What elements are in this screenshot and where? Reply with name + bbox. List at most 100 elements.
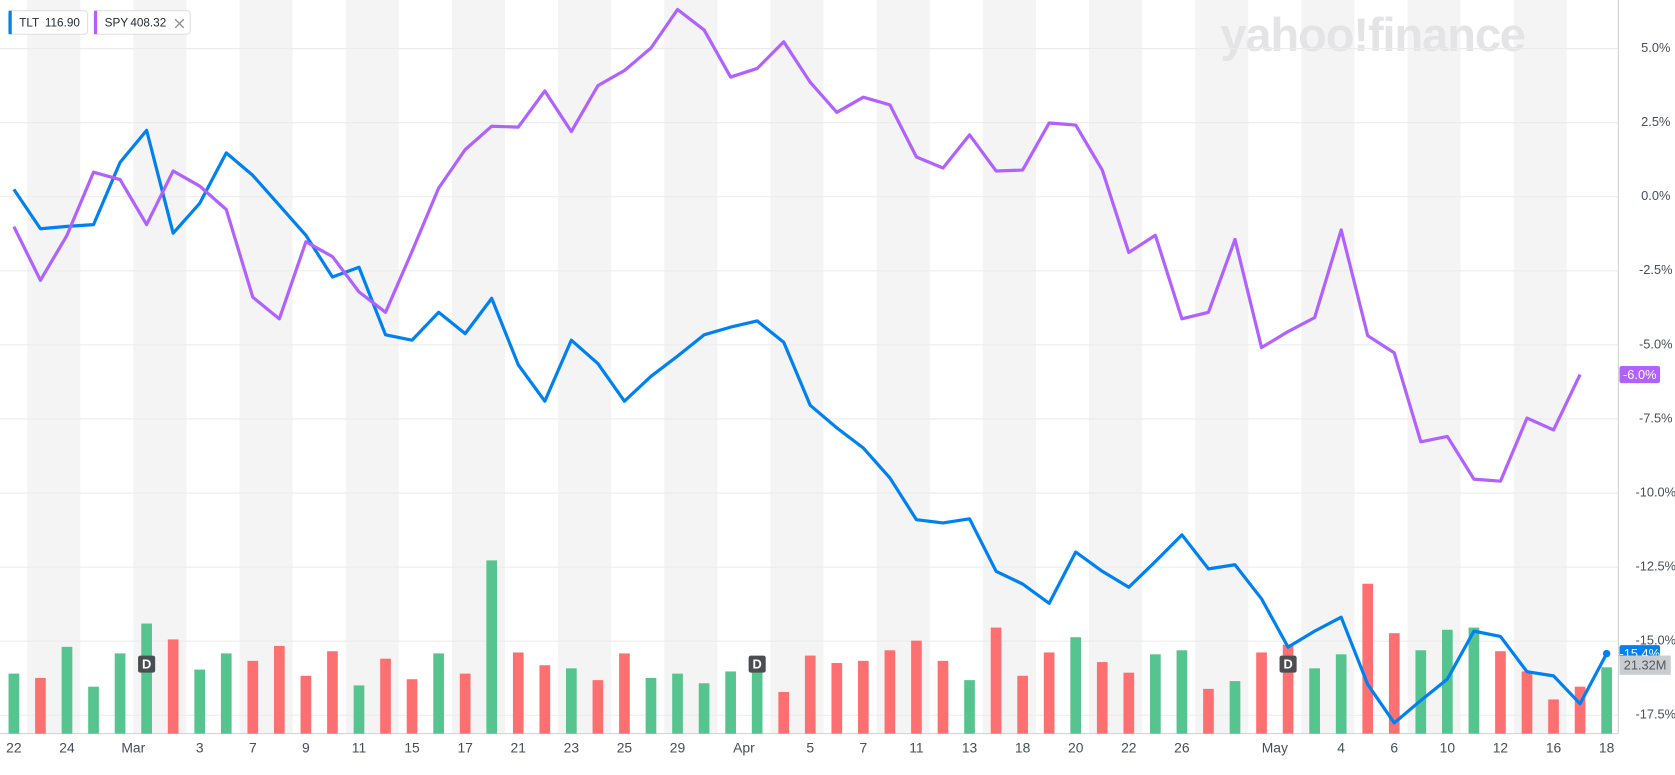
stripe (876, 0, 930, 734)
last-point (1602, 649, 1611, 658)
volume-bar (194, 669, 206, 734)
legend-name: TLT (19, 17, 39, 30)
volume-bar (220, 653, 232, 734)
volume-bar (274, 645, 285, 734)
legend-close[interactable] (174, 18, 185, 29)
volume-bar (141, 623, 152, 734)
stripe (239, 0, 293, 734)
legend-swatch (94, 10, 98, 35)
x-tick-label: 16 (1546, 739, 1562, 755)
volume-bar (1601, 667, 1612, 734)
volume-bar (751, 663, 763, 734)
volume-bar (327, 651, 338, 734)
volume-bar (88, 686, 99, 734)
volume-bar (990, 627, 1002, 734)
stripe (1513, 0, 1567, 734)
event-label: D (753, 657, 762, 672)
volume-bar (61, 646, 73, 734)
y-tick-label: -15.0% (1635, 633, 1675, 648)
x-tick-label: 18 (1599, 739, 1615, 755)
watermark: yahoo!finance (1220, 8, 1525, 61)
event-label: D (142, 657, 151, 672)
x-tick-label: 29 (670, 739, 686, 755)
x-tick-label: 22 (6, 739, 22, 755)
y-tick-label: -2.5% (1639, 262, 1672, 277)
volume-bar (486, 560, 498, 734)
stripe (345, 0, 399, 734)
x-tick-label: 17 (457, 739, 473, 755)
volume-bar (884, 650, 896, 734)
volume-bar (1415, 650, 1427, 734)
y-tick-label: -12.5% (1635, 559, 1675, 574)
value-label: -6.0% (1623, 367, 1656, 382)
legend-swatch (8, 10, 12, 35)
volume-bar (1150, 654, 1161, 734)
volume-bar (247, 660, 259, 734)
event-label: D (1283, 657, 1292, 672)
volume-bar (300, 675, 312, 734)
volume-bar (1282, 644, 1294, 734)
volume-bar (167, 639, 179, 734)
x-tick-label: 23 (564, 739, 580, 755)
volume-bar (1070, 637, 1082, 734)
line (12, 7, 1582, 483)
value-label-box (1619, 365, 1661, 384)
legend-price: 116.90 (45, 17, 81, 30)
volume-bar (539, 665, 551, 734)
x-tick-label: 9 (302, 739, 310, 755)
legend-price: 408.32 (130, 17, 166, 30)
x-tick-label: 11 (352, 739, 367, 755)
y-tick-label: -5.0% (1639, 336, 1672, 351)
volume-bar (406, 679, 418, 734)
volume-bar (1176, 650, 1188, 734)
volume-bar (1017, 675, 1028, 734)
volume-bar (964, 680, 975, 734)
x-tick-label: 3 (196, 739, 204, 755)
x-tick-label: 4 (1337, 739, 1345, 755)
volume-bar (937, 660, 949, 734)
x-tick-label: 10 (1440, 739, 1456, 755)
volume-bar (698, 683, 710, 734)
volume-bar (1309, 668, 1320, 734)
stripe (1088, 0, 1143, 734)
volume-bar (1521, 671, 1533, 734)
background (27, 0, 1567, 734)
event-marker (138, 655, 156, 673)
volume-bar (804, 655, 816, 734)
volume-bar (672, 673, 683, 734)
volume-bar (1495, 651, 1506, 734)
volume-label: 21.32M (1624, 658, 1667, 673)
y-tick-label: -10.0% (1635, 484, 1675, 499)
event-marker (748, 655, 766, 673)
x-tick-label: 11 (909, 739, 924, 755)
volume-bar (725, 671, 736, 734)
volume-bar (459, 673, 471, 734)
x-tick-label: 18 (1015, 739, 1031, 755)
x-tick-label: 22 (1121, 739, 1137, 755)
x-tick-label: Mar (121, 739, 145, 755)
volume-bar (619, 653, 630, 734)
volume-bar (645, 677, 657, 734)
volume-bar (1442, 629, 1453, 734)
stripe (982, 0, 1036, 734)
volume-bar (8, 673, 20, 734)
x-tick-label: 20 (1068, 739, 1084, 755)
stripe (1407, 0, 1461, 734)
volume-bar (911, 640, 922, 734)
volume-bar (1388, 633, 1400, 734)
y-tick-label: -7.5% (1639, 410, 1672, 425)
volume-bar (1335, 654, 1347, 734)
stripe (1195, 0, 1249, 734)
x-tick-label: 24 (59, 739, 75, 755)
volume-bar (566, 668, 577, 734)
volume-bar (353, 685, 365, 734)
volume-bar (512, 652, 524, 734)
x-tick-label: 15 (404, 739, 420, 755)
volume-bar (778, 691, 790, 734)
volume-bar (1256, 652, 1267, 734)
volume-bar (1096, 662, 1108, 734)
x-tick-label: 7 (249, 739, 257, 755)
volume-label-box (1619, 655, 1671, 675)
